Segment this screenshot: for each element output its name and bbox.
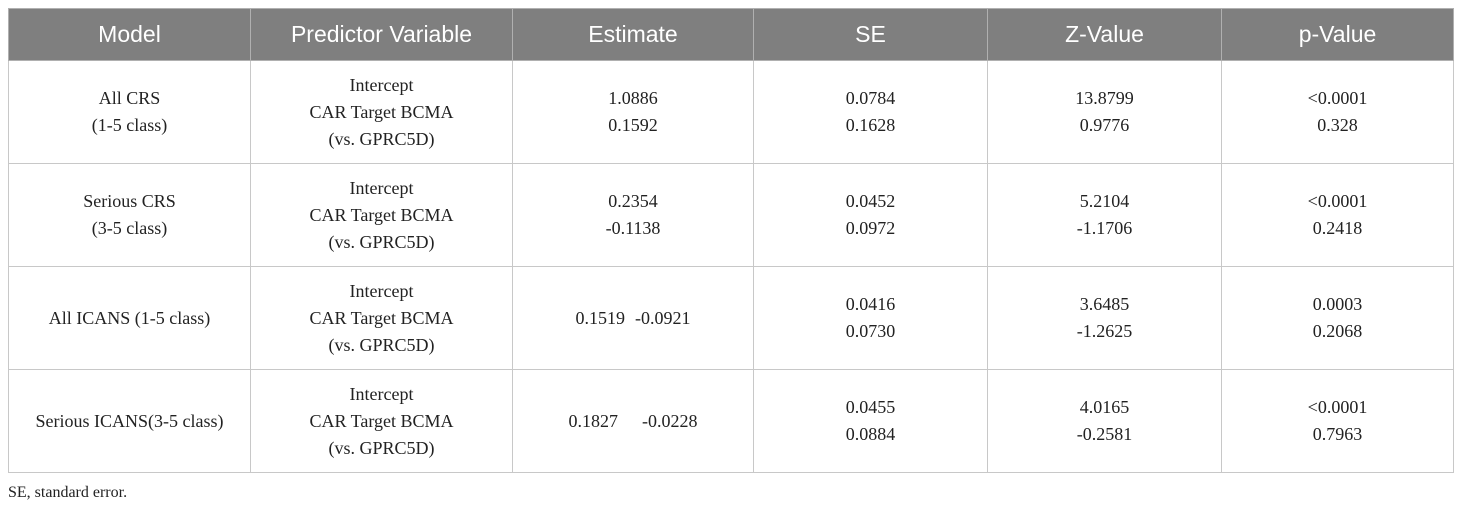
estimate-value: 1.0886 <box>608 88 658 108</box>
estimate-value: 0.1592 <box>608 115 658 135</box>
p-value-cell: <0.0001 0.7963 <box>1221 369 1454 473</box>
header-se: SE <box>753 8 988 61</box>
se-cell: 0.0455 0.0884 <box>753 369 988 473</box>
header-model: Model <box>8 8 251 61</box>
z-value: 4.0165 <box>1079 397 1130 417</box>
model-class: (3-5 class) <box>91 218 168 238</box>
z-value: 5.2104 <box>1079 191 1130 211</box>
model-cell: Serious CRS (3-5 class) <box>8 163 251 267</box>
predictor-line: (vs. GPRC5D) <box>328 128 435 149</box>
se-value: 0.0416 <box>845 294 896 314</box>
predictor-line: (vs. GPRC5D) <box>328 231 435 252</box>
z-value-cell: 4.0165 -0.2581 <box>987 369 1222 473</box>
header-row: Model Predictor Variable Estimate SE Z-V… <box>8 8 1454 61</box>
table-row: All CRS (1-5 class) Intercept CAR Target… <box>8 60 1454 164</box>
estimate-cell: 0.2354 -0.1138 <box>512 163 754 267</box>
se-value: 0.0972 <box>845 218 896 238</box>
se-cell: 0.0784 0.1628 <box>753 60 988 164</box>
estimate-value: 0.1519 <box>575 307 626 328</box>
predictor-cell: Intercept CAR Target BCMA (vs. GPRC5D) <box>250 163 513 267</box>
predictor-line: (vs. GPRC5D) <box>328 334 435 355</box>
estimate-cell: 0.1827 -0.0228 <box>512 369 754 473</box>
table-row: Serious ICANS(3-5 class) Intercept CAR T… <box>8 369 1454 473</box>
z-value: -0.2581 <box>1076 424 1133 444</box>
p-value: 0.328 <box>1317 115 1358 135</box>
model-name: Serious CRS <box>83 191 176 211</box>
regression-results-table: Model Predictor Variable Estimate SE Z-V… <box>8 8 1454 473</box>
z-value-cell: 5.2104 -1.1706 <box>987 163 1222 267</box>
p-value: 0.0003 <box>1312 294 1363 314</box>
p-value-cell: 0.0003 0.2068 <box>1221 266 1454 370</box>
se-cell: 0.0416 0.0730 <box>753 266 988 370</box>
predictor-line: Intercept <box>349 383 414 404</box>
z-value: -1.1706 <box>1076 218 1133 238</box>
p-value: 0.7963 <box>1312 424 1363 444</box>
se-value: 0.0884 <box>845 424 896 444</box>
predictor-line: Intercept <box>349 280 414 301</box>
se-value: 0.0452 <box>845 191 896 211</box>
predictor-line: CAR Target BCMA <box>309 204 454 225</box>
predictor-line: Intercept <box>349 177 414 198</box>
model-cell: Serious ICANS(3-5 class) <box>8 369 251 473</box>
model-class: (1-5 class) <box>91 115 168 135</box>
p-value: <0.0001 <box>1307 397 1368 417</box>
header-p-value: p-Value <box>1221 8 1454 61</box>
predictor-cell: Intercept CAR Target BCMA (vs. GPRC5D) <box>250 266 513 370</box>
estimate-value: -0.0921 <box>635 307 691 328</box>
p-value: <0.0001 <box>1307 191 1368 211</box>
p-value: 0.2418 <box>1312 218 1363 238</box>
table-row: Serious CRS (3-5 class) Intercept CAR Ta… <box>8 163 1454 267</box>
estimate-value: -0.0228 <box>642 410 698 431</box>
predictor-line: CAR Target BCMA <box>309 410 454 431</box>
results-table-container: Model Predictor Variable Estimate SE Z-V… <box>8 8 1454 473</box>
table-footnote: SE, standard error. <box>8 484 128 501</box>
estimate-cell: 0.1519 -0.0921 <box>512 266 754 370</box>
se-value: 0.0455 <box>845 397 896 417</box>
z-value-cell: 13.8799 0.9776 <box>987 60 1222 164</box>
header-predictor-variable: Predictor Variable <box>250 8 513 61</box>
predictor-cell: Intercept CAR Target BCMA (vs. GPRC5D) <box>250 60 513 164</box>
z-value-cell: 3.6485 -1.2625 <box>987 266 1222 370</box>
p-value-cell: <0.0001 0.328 <box>1221 60 1454 164</box>
table-row: All ICANS (1-5 class) Intercept CAR Targ… <box>8 266 1454 370</box>
se-value: 0.0784 <box>845 88 896 108</box>
estimate-value: 0.1827 <box>568 410 619 431</box>
header-estimate: Estimate <box>512 8 754 61</box>
model-name: Serious ICANS(3-5 class) <box>35 410 224 431</box>
se-cell: 0.0452 0.0972 <box>753 163 988 267</box>
predictor-line: CAR Target BCMA <box>309 307 454 328</box>
model-cell: All CRS (1-5 class) <box>8 60 251 164</box>
se-value: 0.0730 <box>845 321 896 341</box>
estimate-cell: 1.0886 0.1592 <box>512 60 754 164</box>
p-value: 0.2068 <box>1312 321 1363 341</box>
model-cell: All ICANS (1-5 class) <box>8 266 251 370</box>
estimate-value: -0.1138 <box>605 218 661 238</box>
model-name: All ICANS (1-5 class) <box>48 307 211 328</box>
header-z-value: Z-Value <box>987 8 1222 61</box>
predictor-line: Intercept <box>349 74 414 95</box>
estimate-value: 0.2354 <box>608 191 658 211</box>
predictor-line: (vs. GPRC5D) <box>328 437 435 458</box>
p-value: <0.0001 <box>1307 88 1368 108</box>
z-value: 13.8799 <box>1075 88 1134 108</box>
model-name: All CRS <box>98 88 161 108</box>
predictor-line: CAR Target BCMA <box>309 101 454 122</box>
z-value: 0.9776 <box>1079 115 1130 135</box>
p-value-cell: <0.0001 0.2418 <box>1221 163 1454 267</box>
z-value: 3.6485 <box>1079 294 1130 314</box>
se-value: 0.1628 <box>845 115 896 135</box>
z-value: -1.2625 <box>1076 321 1133 341</box>
predictor-cell: Intercept CAR Target BCMA (vs. GPRC5D) <box>250 369 513 473</box>
